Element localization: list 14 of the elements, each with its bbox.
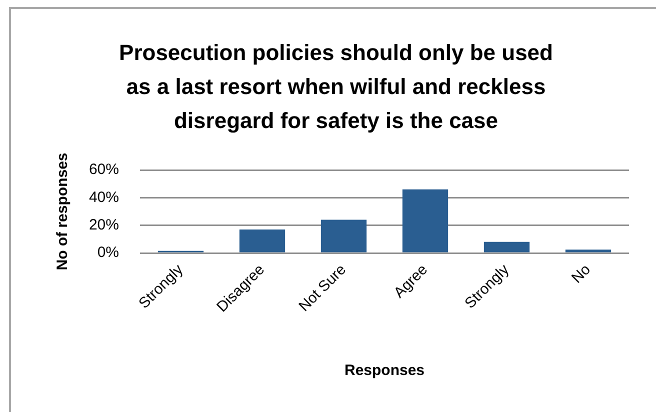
y-tick-label: 20% xyxy=(88,216,119,234)
bar xyxy=(565,250,612,252)
y-axis-title: No of responses xyxy=(54,152,72,270)
x-tick-label: No xyxy=(568,261,594,287)
bar xyxy=(484,242,530,252)
x-axis-title: Responses xyxy=(344,362,425,380)
y-tick-label: 0% xyxy=(97,244,119,262)
bar xyxy=(320,220,367,252)
bar xyxy=(402,189,448,252)
x-tick-label: Not Sure xyxy=(296,261,350,315)
y-tick-label: 40% xyxy=(88,188,119,206)
bar xyxy=(239,229,286,252)
chart-title: Prosecution policies should only be used as a last resort when wilful and reckless disregard for safety is the case xyxy=(118,39,554,135)
y-tick-label: 60% xyxy=(88,161,119,178)
